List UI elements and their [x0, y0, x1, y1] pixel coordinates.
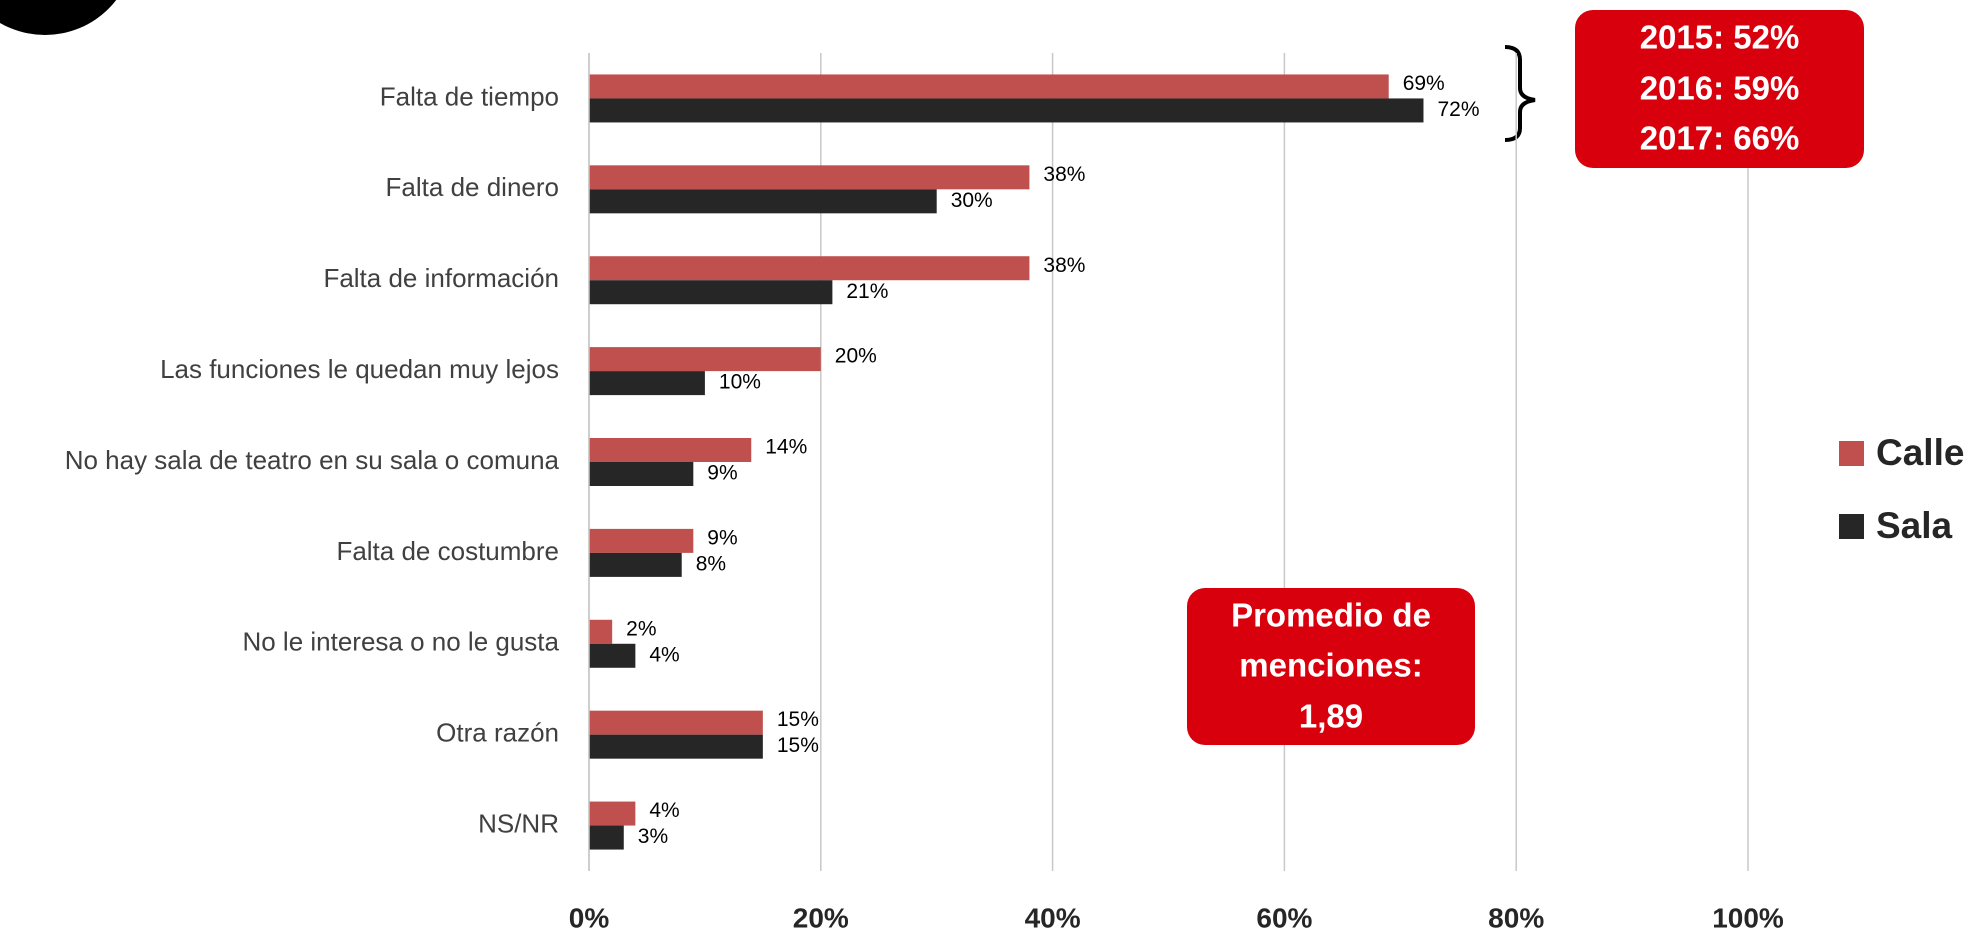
value-label: 2%: [626, 617, 656, 640]
value-label: 20%: [835, 345, 877, 368]
value-label: 69%: [1403, 72, 1445, 95]
bar: [589, 710, 763, 735]
y-tick-label: Las funciones le quedan muy lejos: [160, 354, 559, 384]
value-label: 72%: [1437, 98, 1479, 121]
bar: [589, 643, 636, 668]
annotation-text: 2016: 59%: [1640, 70, 1800, 107]
bar: [589, 619, 613, 644]
bar: [589, 189, 937, 214]
x-tick-label: 0%: [569, 902, 610, 933]
y-tick-label: No hay sala de teatro en su sala o comun…: [65, 445, 560, 475]
bar: [589, 371, 705, 396]
y-tick-label: Falta de costumbre: [336, 536, 559, 566]
x-tick-label: 40%: [1025, 902, 1081, 933]
value-label: 15%: [777, 708, 819, 731]
value-label: 3%: [638, 825, 668, 848]
legend-swatch: [1839, 441, 1864, 466]
x-tick-label: 60%: [1256, 902, 1312, 933]
annotation-text: 2015: 52%: [1640, 19, 1800, 56]
value-label: 38%: [1043, 254, 1085, 277]
annotation-text: 1,89: [1299, 698, 1363, 735]
value-label: 4%: [649, 643, 679, 666]
x-tick-label: 80%: [1488, 902, 1544, 933]
value-label: 4%: [649, 799, 679, 822]
y-tick-label: Falta de tiempo: [380, 81, 559, 111]
value-label: 14%: [765, 436, 807, 459]
bar: [589, 165, 1030, 190]
annotation-box: [1575, 10, 1864, 168]
bar: [589, 280, 833, 305]
value-label: 21%: [846, 280, 888, 303]
value-label: 15%: [777, 734, 819, 757]
x-tick-label: 20%: [793, 902, 849, 933]
corner-decoration: [0, 0, 117, 35]
y-tick-label: Falta de dinero: [386, 172, 559, 202]
y-tick-label: NS/NR: [478, 808, 559, 838]
value-label: 9%: [707, 526, 737, 549]
bar: [589, 98, 1424, 123]
legend-label: Sala: [1876, 505, 1953, 546]
annotation-box: [1187, 588, 1475, 745]
x-tick-label: 100%: [1712, 902, 1784, 933]
value-label: 8%: [696, 552, 726, 575]
bar: [589, 801, 636, 826]
annotation-text: 2017: 66%: [1640, 120, 1800, 157]
bar: [589, 74, 1389, 99]
value-label: 10%: [719, 371, 761, 394]
bar: [589, 347, 821, 372]
legend-label: Calle: [1876, 432, 1964, 473]
y-tick-label: No le interesa o no le gusta: [242, 627, 559, 657]
bar: [589, 552, 682, 577]
annotation-text: Promedio de: [1231, 597, 1431, 634]
bar: [589, 256, 1030, 281]
bar: [589, 528, 694, 553]
bar: [589, 734, 763, 759]
y-tick-label: Otra razón: [436, 718, 559, 748]
bar: [589, 438, 752, 462]
bar: [589, 825, 624, 850]
value-label: 30%: [951, 189, 993, 212]
brace: [1504, 45, 1536, 142]
value-label: 9%: [707, 462, 737, 485]
bar: [589, 462, 694, 486]
y-tick-label: Falta de información: [323, 263, 559, 293]
value-label: 38%: [1043, 163, 1085, 186]
annotation-text: menciones:: [1239, 647, 1422, 684]
legend-swatch: [1839, 514, 1864, 539]
